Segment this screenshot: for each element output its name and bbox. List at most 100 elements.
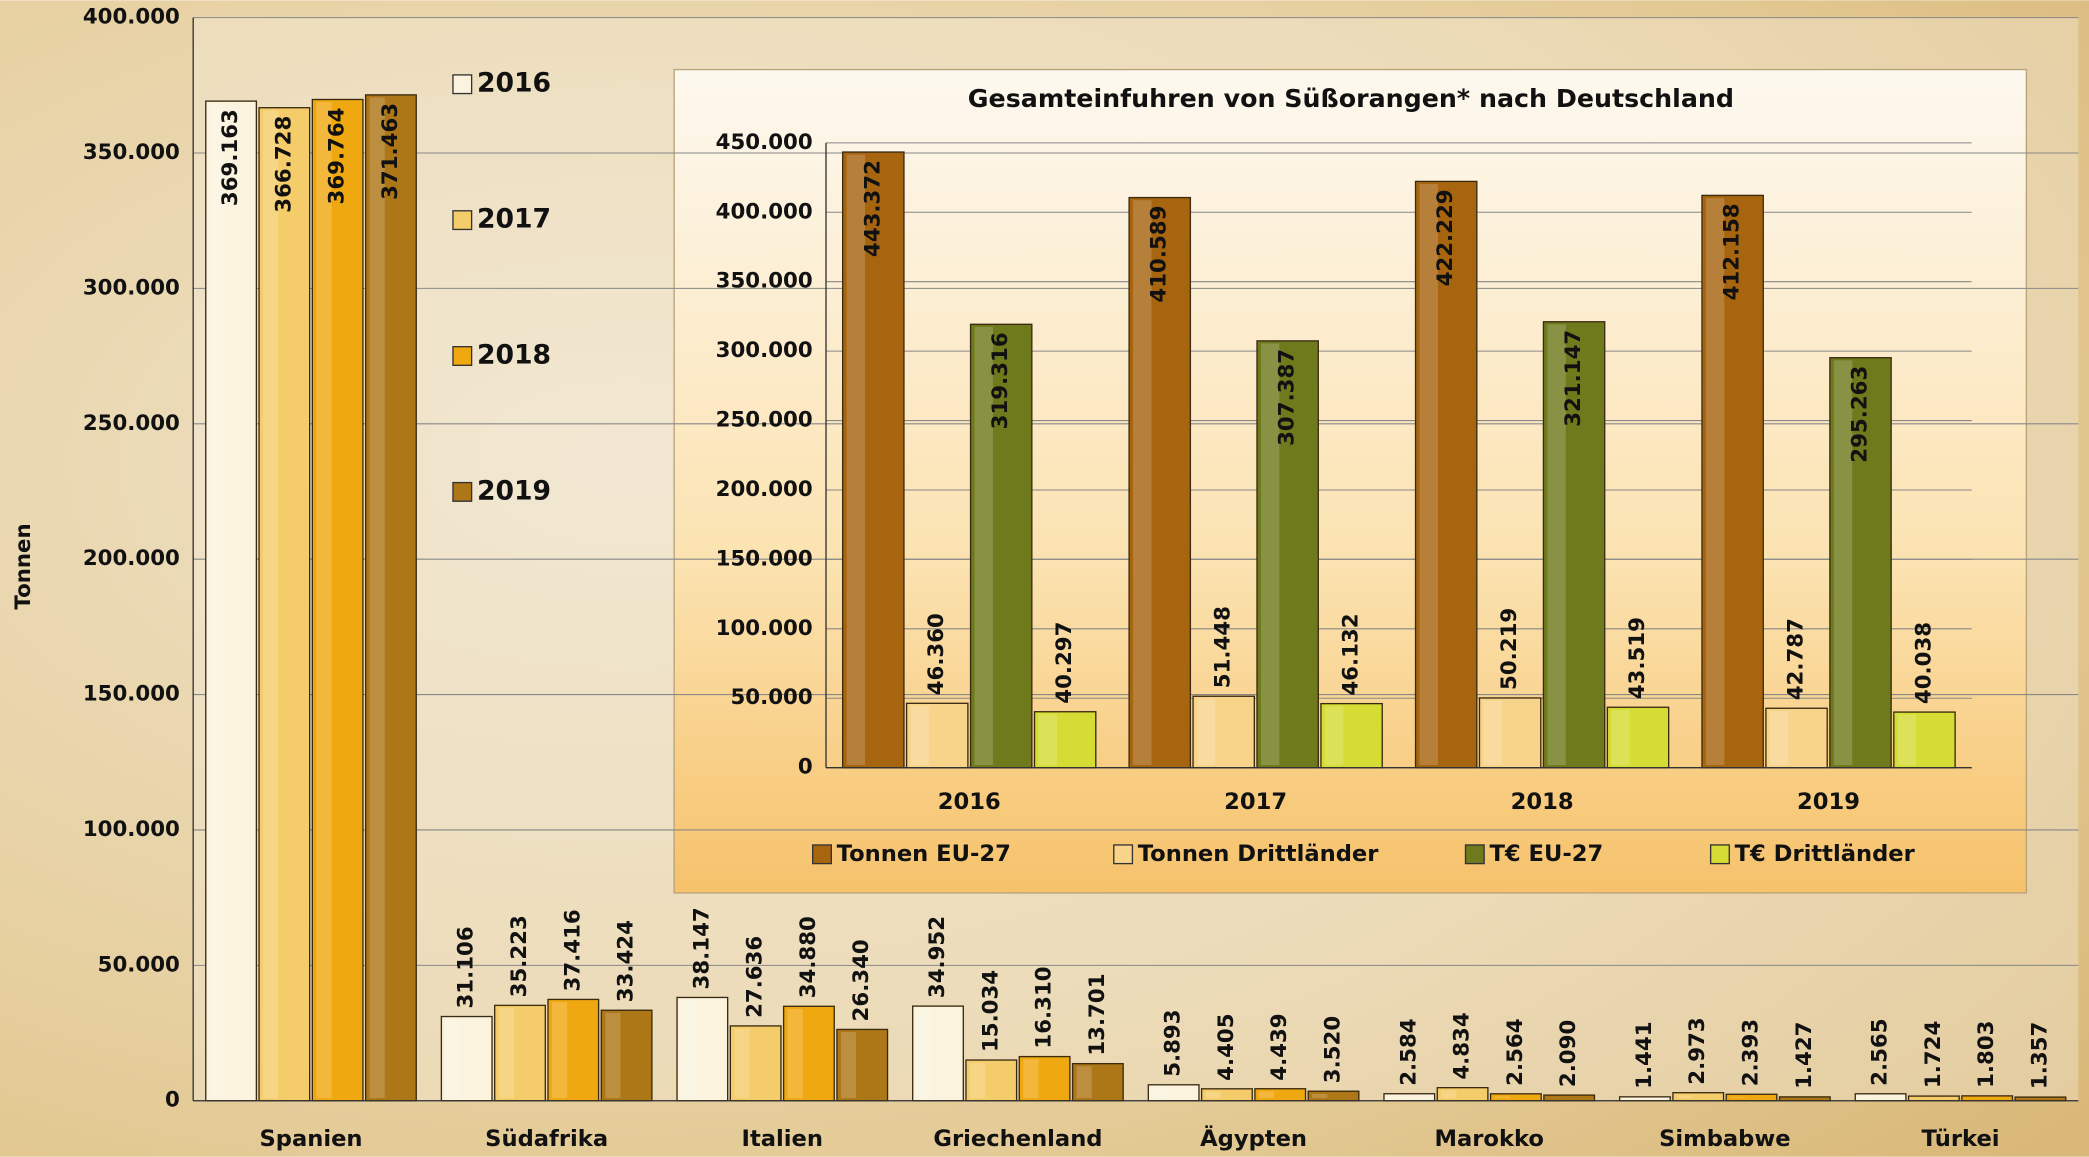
bar [1478,697,1542,769]
value-label: 35.223 [507,915,532,997]
legend-label: Tonnen Drittländer [1138,841,1380,867]
value-label: 43.519 [1625,617,1650,699]
bar-highlight [787,1008,803,1099]
legend-label: Tonnen EU-27 [837,841,1011,867]
value-label: 2.564 [1503,1018,1528,1085]
y-tick-label: 350.000 [83,140,180,165]
value-label: 27.636 [743,936,768,1018]
value-label: 295.263 [1848,366,1873,463]
value-label: 2.973 [1685,1017,1710,1084]
legend-swatch [452,346,473,367]
y-tick-label: 250.000 [716,408,813,433]
value-label: 1.724 [1921,1021,1946,1088]
bar [440,1015,493,1102]
value-label: 1.357 [2027,1022,2052,1089]
bar [1320,702,1383,769]
bar-highlight [1197,698,1216,766]
y-tick-label: 200.000 [83,546,180,571]
value-label: 1.441 [1632,1021,1657,1088]
bar-highlight [1076,1066,1092,1099]
bar-highlight [316,102,332,1099]
bar-highlight [1419,184,1438,766]
bar-highlight [1258,1091,1275,1099]
bar-highlight [846,154,866,766]
y-tick-label: 450.000 [716,130,813,155]
bar [782,1005,835,1102]
bar-highlight [916,1008,932,1099]
bar-highlight [369,97,385,1099]
bar-highlight [1324,706,1344,766]
legend-label: 2016 [477,68,551,99]
legend-swatch [452,481,473,502]
value-label: 307.387 [1275,349,1300,446]
x-tick-label: 2019 [1797,789,1860,815]
value-label: 371.463 [378,103,403,200]
value-label: 410.589 [1147,206,1172,303]
bar [1542,321,1606,769]
bar-highlight [1483,700,1502,766]
bar [729,1025,782,1102]
value-label: 4.439 [1267,1013,1292,1080]
inset-title: Gesamteinfuhren von Süßorangen* nach Deu… [968,84,1734,113]
x-tick-label: Ägypten [1200,1124,1307,1152]
bar-highlight [681,1000,697,1099]
bar [1829,357,1892,769]
y-tick-label: 0 [798,755,813,780]
y-tick-label: 350.000 [716,269,813,294]
bar [676,996,729,1102]
value-label: 51.448 [1211,606,1236,688]
bar [965,1059,1018,1102]
bar [600,1009,653,1102]
legend-label: 2017 [477,204,551,235]
bar-highlight [1441,1090,1457,1099]
value-label: 443.372 [860,160,885,257]
x-tick-label: 2018 [1511,789,1574,815]
bar [836,1028,889,1102]
legend-label: 2018 [477,340,551,371]
legend-swatch [1709,844,1730,865]
bar [1256,340,1319,769]
bar-highlight [1859,1096,1875,1099]
value-label: 13.701 [1085,973,1110,1055]
x-tick-label: 2017 [1224,789,1287,815]
value-label: 2.584 [1396,1018,1421,1085]
value-label: 38.147 [689,907,714,989]
legend-label: T€ EU-27 [1489,841,1603,867]
legend-swatch [1113,844,1134,865]
y-tick-label: 100.000 [716,616,813,641]
legend-swatch [1464,844,1485,865]
bar-highlight [551,1002,568,1099]
legend-label: 2019 [477,475,551,506]
legend-swatch [452,210,473,231]
value-label: 1.427 [1792,1022,1817,1089]
bar-highlight [1133,200,1152,766]
value-label: 2.565 [1868,1018,1893,1085]
y-tick-label: 0 [165,1088,180,1113]
bar [494,1004,546,1102]
value-label: 366.728 [271,116,296,213]
bar-highlight [498,1008,514,1099]
value-label: 412.158 [1720,203,1745,300]
bar [1018,1055,1071,1102]
legend-label: T€ Drittländer [1735,841,1916,867]
bar-highlight [840,1032,857,1099]
bar-highlight [1312,1093,1328,1099]
legend-swatch [452,74,473,95]
bar-highlight [605,1012,621,1099]
y-tick-label: 150.000 [83,682,180,707]
value-label: 42.787 [1784,618,1809,700]
value-label: 46.132 [1339,613,1364,695]
bar [364,94,417,1102]
legend-swatch [812,844,833,865]
bar [311,98,364,1102]
bar [1071,1062,1124,1102]
value-label: 31.106 [454,926,479,1008]
y-tick-label: 300.000 [83,275,180,300]
bar [1907,1095,1960,1102]
value-label: 40.038 [1911,622,1936,704]
bar-highlight [1260,343,1280,766]
value-label: 3.520 [1321,1016,1346,1083]
bar-highlight [1897,714,1917,766]
bar-highlight [1705,198,1725,766]
